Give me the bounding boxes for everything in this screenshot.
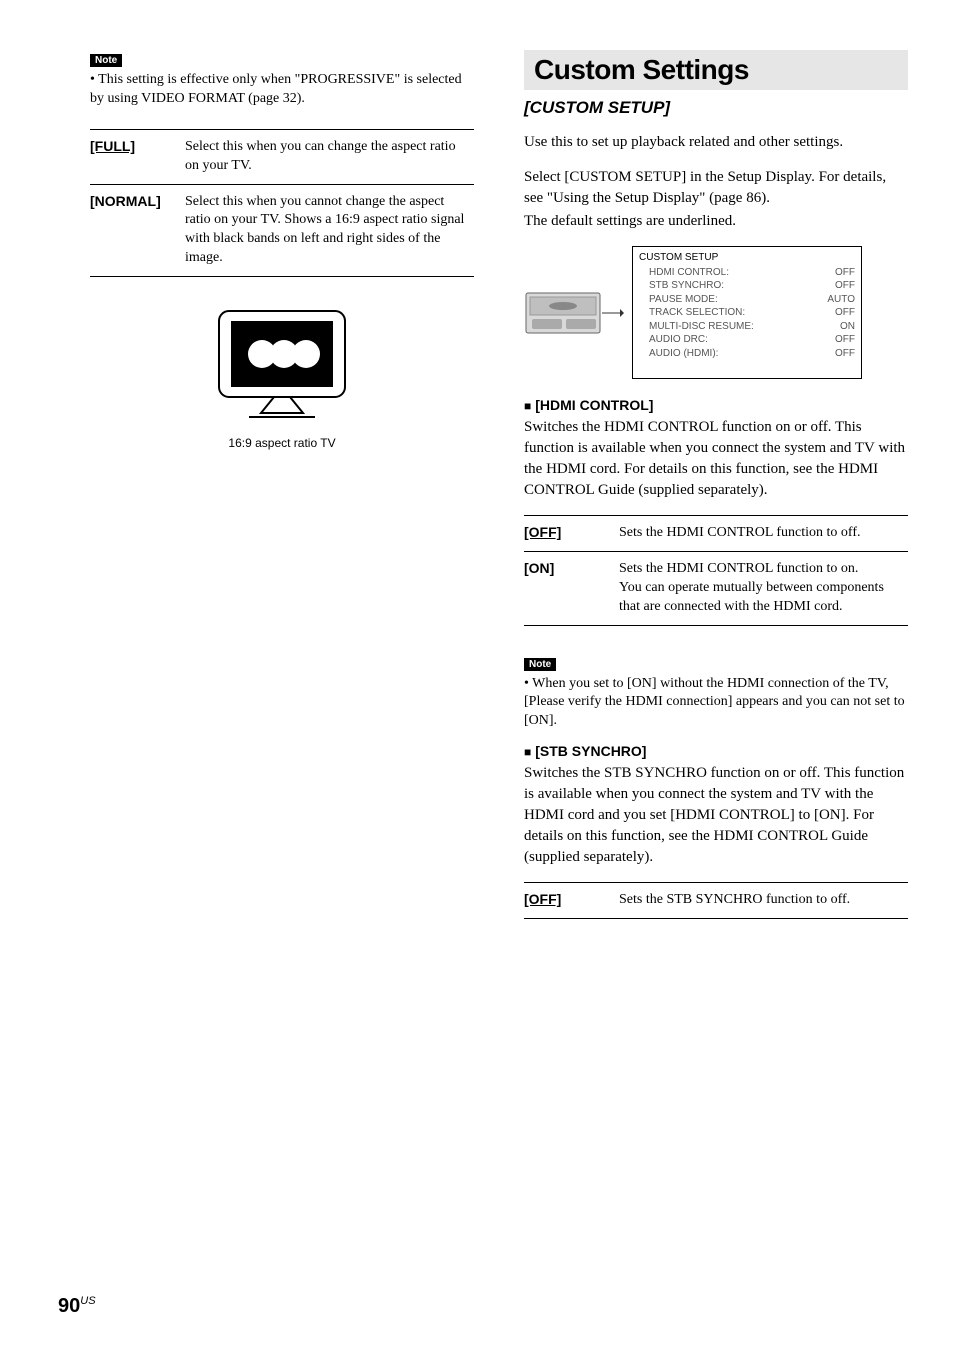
sub-heading: [CUSTOM SETUP] [524,98,908,118]
setup-row-value: OFF [835,347,855,361]
option-desc: Select this when you can change the aspe… [185,129,474,184]
setup-row-label: PAUSE MODE: [649,293,718,307]
hdmi-body: Switches the HDMI CONTROL function on or… [524,417,908,501]
table-row: [FULL]Select this when you can change th… [90,129,474,184]
tv-caption: 16:9 aspect ratio TV [90,436,474,450]
page-number: 90US [58,1295,96,1318]
option-desc: Sets the HDMI CONTROL function to off. [619,516,908,552]
setup-row-value: OFF [835,266,855,280]
setup-row: HDMI CONTROL: OFF [639,266,855,280]
note-tag: Note [90,54,122,67]
setup-row-value: OFF [835,279,855,293]
hdmi-heading: ■[HDMI CONTROL] [524,397,908,413]
table-row: [OFF]Sets the HDMI CONTROL function to o… [524,516,908,552]
page-title: Custom Settings [524,50,908,90]
setup-figure: CUSTOM SETUP HDMI CONTROL:OFFSTB SYNCHRO… [524,246,908,379]
stb-options-table: [OFF]Sets the STB SYNCHRO function to of… [524,882,908,919]
stb-body: Switches the STB SYNCHRO function on or … [524,763,908,868]
option-key: [FULL] [90,129,185,184]
stb-heading: ■[STB SYNCHRO] [524,743,908,759]
setup-box: CUSTOM SETUP HDMI CONTROL:OFFSTB SYNCHRO… [632,246,862,379]
option-key: [ON] [524,551,619,625]
setup-row: AUDIO DRC: OFF [639,333,855,347]
setup-row-label: MULTI-DISC RESUME: [649,320,754,334]
setup-row: PAUSE MODE: AUTO [639,293,855,307]
hdmi-note-text: • When you set to [ON] without the HDMI … [524,675,908,732]
table-row: [NORMAL]Select this when you cannot chan… [90,184,474,277]
dvd-player-icon [524,273,624,353]
note-text: • This setting is effective only when "P… [90,71,474,109]
setup-row: MULTI-DISC RESUME: ON [639,320,855,334]
setup-row-value: OFF [835,306,855,320]
option-desc: Sets the STB SYNCHRO function to off. [619,883,908,919]
setup-row: AUDIO (HDMI): OFF [639,347,855,361]
stb-title-text: [STB SYNCHRO] [535,743,646,759]
option-key: [OFF] [524,883,619,919]
hdmi-options-table: [OFF]Sets the HDMI CONTROL function to o… [524,515,908,626]
setup-row-label: AUDIO (HDMI): [649,347,718,361]
setup-row-value: AUTO [827,293,855,307]
option-desc: Sets the HDMI CONTROL function to on. Yo… [619,551,908,625]
page-region: US [80,1295,95,1307]
option-key: [OFF] [524,516,619,552]
table-row: [OFF]Sets the STB SYNCHRO function to of… [524,883,908,919]
option-desc: Select this when you cannot change the a… [185,184,474,277]
setup-row-label: TRACK SELECTION: [649,306,745,320]
setup-box-title: CUSTOM SETUP [639,251,855,265]
setup-row-label: STB SYNCHRO: [649,279,724,293]
intro-text: Use this to set up playback related and … [524,132,908,153]
setup-row-value: OFF [835,333,855,347]
tv-figure: 16:9 aspect ratio TV [90,305,474,450]
note-tag-2: Note [524,658,556,671]
left-options-table: [FULL]Select this when you can change th… [90,129,474,277]
para3: The default settings are underlined. [524,211,908,232]
option-key: [NORMAL] [90,184,185,277]
setup-row-label: AUDIO DRC: [649,333,708,347]
setup-row-label: HDMI CONTROL: [649,266,729,280]
tv-icon [197,305,367,425]
setup-row-value: ON [840,320,855,334]
para2: Select [CUSTOM SETUP] in the Setup Displ… [524,167,908,209]
setup-row: STB SYNCHRO: OFF [639,279,855,293]
setup-row: TRACK SELECTION: OFF [639,306,855,320]
page-number-value: 90 [58,1295,80,1317]
hdmi-title-text: [HDMI CONTROL] [535,397,653,413]
table-row: [ON]Sets the HDMI CONTROL function to on… [524,551,908,625]
